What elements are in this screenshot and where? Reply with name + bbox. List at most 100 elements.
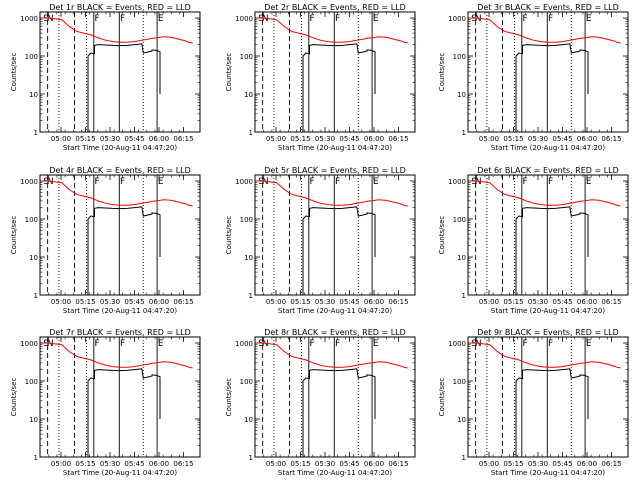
marker-letter: E xyxy=(158,14,164,24)
y-tick-label: 1000 xyxy=(448,15,466,23)
panel-title: Det 3r BLACK = Events, RED = LLD xyxy=(477,3,619,12)
x-tick-label: 05:30 xyxy=(315,298,335,306)
panel-title: Det 2r BLACK = Events, RED = LLD xyxy=(264,3,406,12)
x-tick-label: 05:45 xyxy=(339,460,359,468)
x-tick-label: 05:00 xyxy=(266,135,286,143)
x-tick-label: 05:30 xyxy=(100,460,120,468)
x-tick-label: 05:45 xyxy=(124,460,144,468)
chart-panel-6: Det 6r BLACK = Events, RED = LLD 1 10 100 10… xyxy=(438,166,629,315)
lld-red-series-line xyxy=(257,17,408,44)
events-black-series-line xyxy=(302,43,376,132)
chart-panel-3: Det 3r BLACK = Events, RED = LLD 1 10 100 10… xyxy=(438,3,629,152)
x-tick-label: 06:15 xyxy=(173,460,193,468)
marker-letter: F xyxy=(310,339,315,349)
x-tick-label: 05:30 xyxy=(100,298,120,306)
marker-letter: F xyxy=(120,339,125,349)
y-axis-label: Counts/sec xyxy=(225,378,233,417)
marker-letter: F xyxy=(95,339,100,349)
marker-letter: E xyxy=(373,177,379,187)
marker-letter: S xyxy=(43,339,49,349)
x-tick-label: 06:15 xyxy=(601,135,621,143)
panel-title: Det 8r BLACK = Events, RED = LLD xyxy=(264,328,406,337)
marker-letter: S xyxy=(258,339,264,349)
x-tick-label: 06:15 xyxy=(388,135,408,143)
marker-letter: F xyxy=(548,177,553,187)
x-tick-label: 06:00 xyxy=(149,298,169,306)
y-tick-label: 10 xyxy=(29,91,38,99)
x-tick-label: 06:15 xyxy=(601,460,621,468)
y-tick-label: 100 xyxy=(453,378,466,386)
y-tick-label: 1000 xyxy=(235,340,253,348)
y-tick-label: 100 xyxy=(240,378,253,386)
marker-letter: N xyxy=(475,177,482,187)
plot-frame xyxy=(467,336,629,458)
x-tick-label: 06:00 xyxy=(364,298,384,306)
x-axis-label: Start Time (20-Aug-11 04:47:20) xyxy=(63,307,177,315)
events-black-series-line xyxy=(302,368,376,457)
chart-panel-8: Det 8r BLACK = Events, RED = LLD 1 10 100 10… xyxy=(225,328,416,477)
y-tick-label: 100 xyxy=(453,53,466,61)
y-tick-label: 1000 xyxy=(20,340,38,348)
y-axis-label: Counts/sec xyxy=(438,53,446,92)
y-tick-label: 1 xyxy=(249,292,253,300)
x-tick-label: 06:15 xyxy=(173,298,193,306)
x-tick-label: 05:00 xyxy=(51,298,71,306)
x-tick-label: 05:15 xyxy=(503,135,523,143)
lld-red-series-line xyxy=(42,342,193,369)
x-tick-label: 05:00 xyxy=(51,135,71,143)
plot-frame xyxy=(467,11,629,133)
marker-letter: N xyxy=(47,339,54,349)
marker-letter: F xyxy=(335,177,340,187)
y-tick-label: 100 xyxy=(25,378,38,386)
x-tick-label: 06:00 xyxy=(577,460,597,468)
y-tick-label: 10 xyxy=(457,91,466,99)
marker-letter: E xyxy=(586,339,592,349)
x-axis-label: Start Time (20-Aug-11 04:47:20) xyxy=(278,144,392,152)
marker-letter: E xyxy=(158,177,164,187)
x-tick-label: 05:45 xyxy=(124,135,144,143)
chart-panel-4: Det 4r BLACK = Events, RED = LLD 1 10 100 10… xyxy=(10,166,201,315)
chart-panel-9: Det 9r BLACK = Events, RED = LLD 1 10 100 10… xyxy=(438,328,629,477)
y-tick-label: 10 xyxy=(244,91,253,99)
x-axis-label: Start Time (20-Aug-11 04:47:20) xyxy=(491,469,605,477)
panel-title: Det 4r BLACK = Events, RED = LLD xyxy=(49,166,191,175)
y-tick-label: 1 xyxy=(249,454,253,462)
x-tick-label: 05:30 xyxy=(315,135,335,143)
y-tick-label: 100 xyxy=(240,53,253,61)
x-tick-label: 05:30 xyxy=(100,135,120,143)
y-tick-label: 1 xyxy=(462,129,466,137)
marker-letter: F xyxy=(548,14,553,24)
x-tick-label: 05:00 xyxy=(266,298,286,306)
plot-frame xyxy=(39,336,201,458)
y-tick-label: 100 xyxy=(453,216,466,224)
x-tick-label: 05:15 xyxy=(503,298,523,306)
y-axis-label: Counts/sec xyxy=(10,216,18,255)
events-black-series-line xyxy=(302,206,376,295)
chart-panel-5: Det 5r BLACK = Events, RED = LLD 1 10 100 10… xyxy=(225,166,416,315)
y-tick-label: 10 xyxy=(244,416,253,424)
x-axis-label: Start Time (20-Aug-11 04:47:20) xyxy=(278,307,392,315)
marker-letter: F xyxy=(310,14,315,24)
plot-frame xyxy=(254,336,416,458)
y-tick-label: 1000 xyxy=(235,178,253,186)
x-axis-label: Start Time (20-Aug-11 04:47:20) xyxy=(63,469,177,477)
chart-panel-7: Det 7r BLACK = Events, RED = LLD 1 10 100 10… xyxy=(10,328,201,477)
marker-letter: E xyxy=(586,14,592,24)
y-tick-label: 1 xyxy=(462,454,466,462)
x-tick-label: 05:45 xyxy=(552,135,572,143)
marker-letter: S xyxy=(43,177,49,187)
events-black-series-line xyxy=(87,368,161,457)
x-tick-label: 05:15 xyxy=(75,460,95,468)
marker-letter: N xyxy=(47,14,54,24)
y-tick-label: 1000 xyxy=(235,15,253,23)
marker-letter: E xyxy=(373,14,379,24)
y-tick-label: 1000 xyxy=(448,178,466,186)
y-axis-label: Counts/sec xyxy=(225,216,233,255)
x-tick-label: 05:15 xyxy=(75,135,95,143)
x-tick-label: 06:00 xyxy=(149,135,169,143)
x-tick-label: 05:00 xyxy=(51,460,71,468)
x-tick-label: 05:30 xyxy=(315,460,335,468)
y-tick-label: 1 xyxy=(462,292,466,300)
marker-letter: N xyxy=(475,14,482,24)
